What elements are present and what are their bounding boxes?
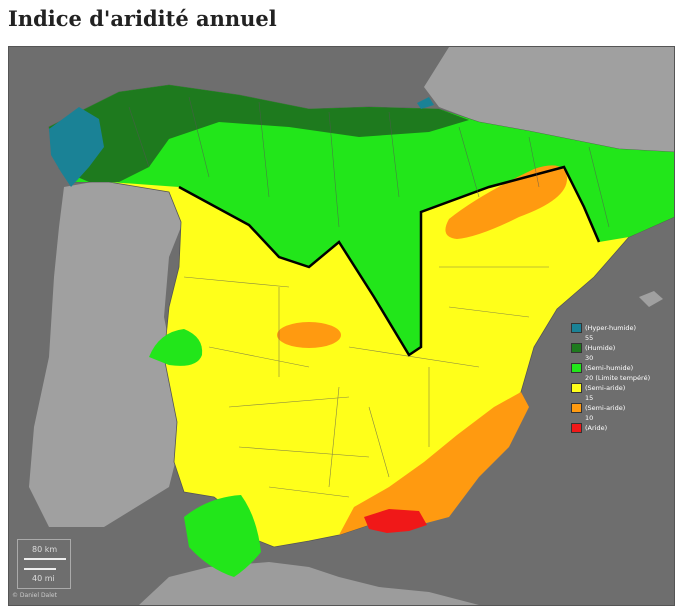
legend-label: (Semi-aride) xyxy=(585,384,626,392)
scale-mi-bar xyxy=(24,568,56,570)
legend-boundary: 55 xyxy=(571,333,671,343)
legend-item: (Humide) xyxy=(571,343,671,353)
legend-label: (Hyper-humide) xyxy=(585,324,637,332)
map-canvas xyxy=(29,47,674,605)
legend-label: (Humide) xyxy=(585,344,616,352)
scale-mi-label: 40 mi xyxy=(32,574,55,583)
legend-swatch xyxy=(571,403,582,413)
zone-semi-humid-north xyxy=(49,85,674,355)
legend-item: (Aride) xyxy=(571,423,671,433)
legend-label: 10 xyxy=(585,414,594,422)
france-land xyxy=(424,47,674,157)
legend-label: 30 xyxy=(585,354,594,362)
map-credit: © Daniel Dalet xyxy=(12,592,57,599)
legend-label: 55 xyxy=(585,334,594,342)
legend-swatch xyxy=(571,323,582,333)
legend-label: (Semi-aride) xyxy=(585,404,626,412)
legend-swatch xyxy=(571,383,582,393)
africa-land xyxy=(139,562,479,605)
legend-item: (Semi-humide) xyxy=(571,363,671,373)
legend-swatch xyxy=(571,363,582,373)
zone-hyper-humid-east xyxy=(417,97,434,109)
legend-item: (Semi-aride) xyxy=(571,383,671,393)
scale-bar: 80 km 40 mi xyxy=(17,539,71,589)
zone-semi-humid-west xyxy=(149,329,203,366)
balearic-islands xyxy=(639,291,663,307)
zone-semi-arid-southeast xyxy=(339,392,529,535)
zone-semi-arid-ebro xyxy=(445,165,568,239)
temperate-limit-line xyxy=(178,165,601,357)
scale-km-bar xyxy=(24,558,66,560)
portugal-land xyxy=(29,179,189,527)
legend-boundary: 10 xyxy=(571,413,671,423)
scale-km-label: 80 km xyxy=(32,545,58,554)
zone-arid xyxy=(364,509,427,533)
legend-boundary: 30 xyxy=(571,353,671,363)
legend-swatch xyxy=(571,423,582,433)
legend-swatch xyxy=(571,343,582,353)
legend-label: 20 (Limite tempéré) xyxy=(585,374,651,382)
province-boundaries xyxy=(128,96,610,498)
map-title: Indice d'aridité annuel xyxy=(8,6,277,31)
legend-item: (Hyper-humide) xyxy=(571,323,671,333)
legend-label: (Aride) xyxy=(585,424,608,432)
zone-humid xyxy=(49,85,469,182)
legend-boundary: 20 (Limite tempéré) xyxy=(571,373,671,383)
map-legend: (Hyper-humide) 55 (Humide) 30 (Semi-humide) 2… xyxy=(571,323,671,433)
legend-label: (Semi-humide) xyxy=(585,364,634,372)
zone-hyper-humid xyxy=(49,107,104,187)
legend-item: (Semi-aride) xyxy=(571,403,671,413)
zone-semi-humid-south xyxy=(184,495,261,577)
aridity-map: (Hyper-humide) 55 (Humide) 30 (Semi-humide) 2… xyxy=(8,46,675,606)
legend-boundary: 15 xyxy=(571,393,671,403)
zone-semi-arid-central xyxy=(277,322,341,348)
legend-label: 15 xyxy=(585,394,594,402)
